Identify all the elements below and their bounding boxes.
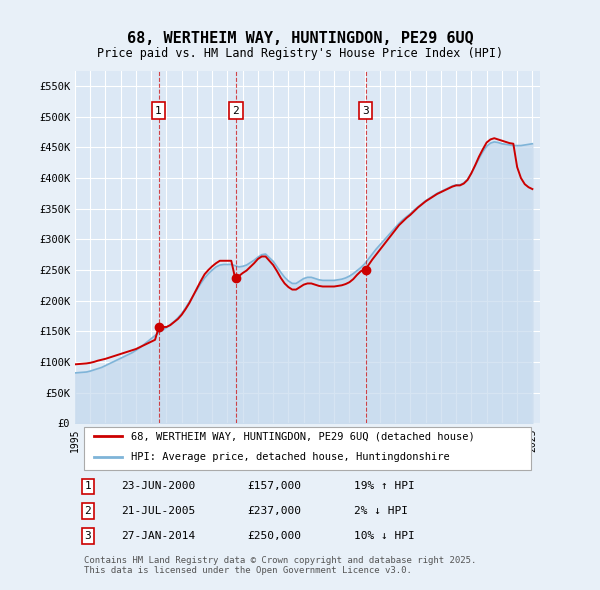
Text: 1: 1 <box>84 481 91 491</box>
Text: Price paid vs. HM Land Registry's House Price Index (HPI): Price paid vs. HM Land Registry's House … <box>97 47 503 60</box>
Text: 1: 1 <box>155 106 162 116</box>
Text: 3: 3 <box>84 531 91 541</box>
FancyBboxPatch shape <box>84 427 531 470</box>
Text: 2% ↓ HPI: 2% ↓ HPI <box>354 506 408 516</box>
Text: 27-JAN-2014: 27-JAN-2014 <box>121 531 196 541</box>
Text: 2: 2 <box>84 506 91 516</box>
Text: 10% ↓ HPI: 10% ↓ HPI <box>354 531 415 541</box>
Text: 68, WERTHEIM WAY, HUNTINGDON, PE29 6UQ (detached house): 68, WERTHEIM WAY, HUNTINGDON, PE29 6UQ (… <box>131 431 475 441</box>
Text: 21-JUL-2005: 21-JUL-2005 <box>121 506 196 516</box>
Text: Contains HM Land Registry data © Crown copyright and database right 2025.
This d: Contains HM Land Registry data © Crown c… <box>84 556 476 575</box>
Text: £157,000: £157,000 <box>247 481 301 491</box>
Text: 3: 3 <box>362 106 369 116</box>
Text: 23-JUN-2000: 23-JUN-2000 <box>121 481 196 491</box>
Text: 19% ↑ HPI: 19% ↑ HPI <box>354 481 415 491</box>
Text: 68, WERTHEIM WAY, HUNTINGDON, PE29 6UQ: 68, WERTHEIM WAY, HUNTINGDON, PE29 6UQ <box>127 31 473 46</box>
Text: 2: 2 <box>232 106 239 116</box>
Text: £237,000: £237,000 <box>247 506 301 516</box>
Text: £250,000: £250,000 <box>247 531 301 541</box>
Text: HPI: Average price, detached house, Huntingdonshire: HPI: Average price, detached house, Hunt… <box>131 452 449 462</box>
